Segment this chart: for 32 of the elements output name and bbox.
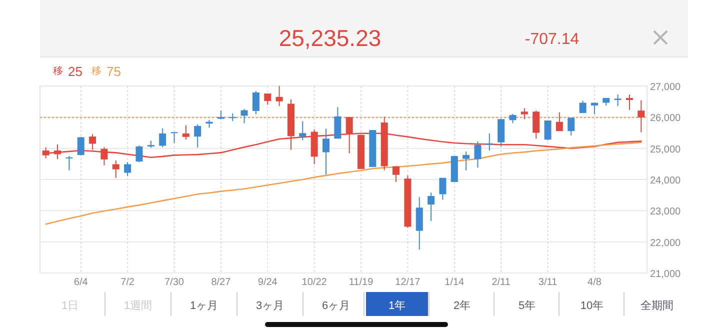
y-tick-label: 27,000 bbox=[650, 82, 682, 93]
text: 2年 bbox=[453, 300, 471, 312]
x-tick-label: 6/4 bbox=[74, 277, 88, 288]
x-tick-label: 1/14 bbox=[444, 277, 465, 288]
text: 25,235.23 bbox=[278, 25, 382, 51]
x-tick-label: 8/27 bbox=[211, 277, 232, 288]
text: 1ヶ月 bbox=[190, 300, 218, 312]
x-tick-label: 7/30 bbox=[164, 277, 184, 288]
legend-item: 移 25 bbox=[53, 64, 82, 79]
x-tick-label: 4/8 bbox=[588, 277, 602, 288]
y-tick-label: 21,000 bbox=[650, 269, 682, 280]
text: 6ヶ月 bbox=[322, 300, 350, 312]
text: -707.14 bbox=[524, 31, 580, 48]
y-tick-label: 25,000 bbox=[650, 144, 682, 156]
text: 全期間 bbox=[640, 300, 674, 312]
x-tick-label: 2/11 bbox=[492, 277, 511, 288]
text: 1年 bbox=[388, 300, 406, 312]
x-tick-label: 7/2 bbox=[120, 277, 135, 288]
x-tick-label: 11/19 bbox=[348, 277, 374, 288]
x-tick-label: 3/11 bbox=[538, 277, 558, 288]
legend-item: 移 75 bbox=[91, 64, 121, 79]
text: 3ヶ月 bbox=[256, 300, 284, 312]
y-tick-label: 23,000 bbox=[650, 206, 682, 218]
y-tick-label: 26,000 bbox=[650, 113, 682, 124]
x-tick-label: 10/22 bbox=[302, 277, 328, 288]
y-tick-label: 22,000 bbox=[650, 238, 682, 249]
text: 10年 bbox=[580, 300, 604, 312]
line-series bbox=[45, 142, 642, 225]
x-tick-label: 9/24 bbox=[258, 277, 278, 288]
text: 5年 bbox=[518, 300, 536, 312]
y-tick-label: 24,000 bbox=[650, 176, 682, 186]
x-tick-label: 12/17 bbox=[395, 277, 421, 288]
